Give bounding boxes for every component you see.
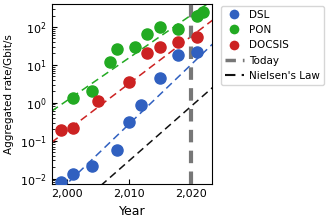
- Legend: DSL, PON, DOCSIS, Today, Nielsen's Law: DSL, PON, DOCSIS, Today, Nielsen's Law: [221, 6, 324, 85]
- X-axis label: Year: Year: [119, 205, 145, 218]
- Y-axis label: Aggregated rate/Gbit/s: Aggregated rate/Gbit/s: [4, 34, 14, 154]
